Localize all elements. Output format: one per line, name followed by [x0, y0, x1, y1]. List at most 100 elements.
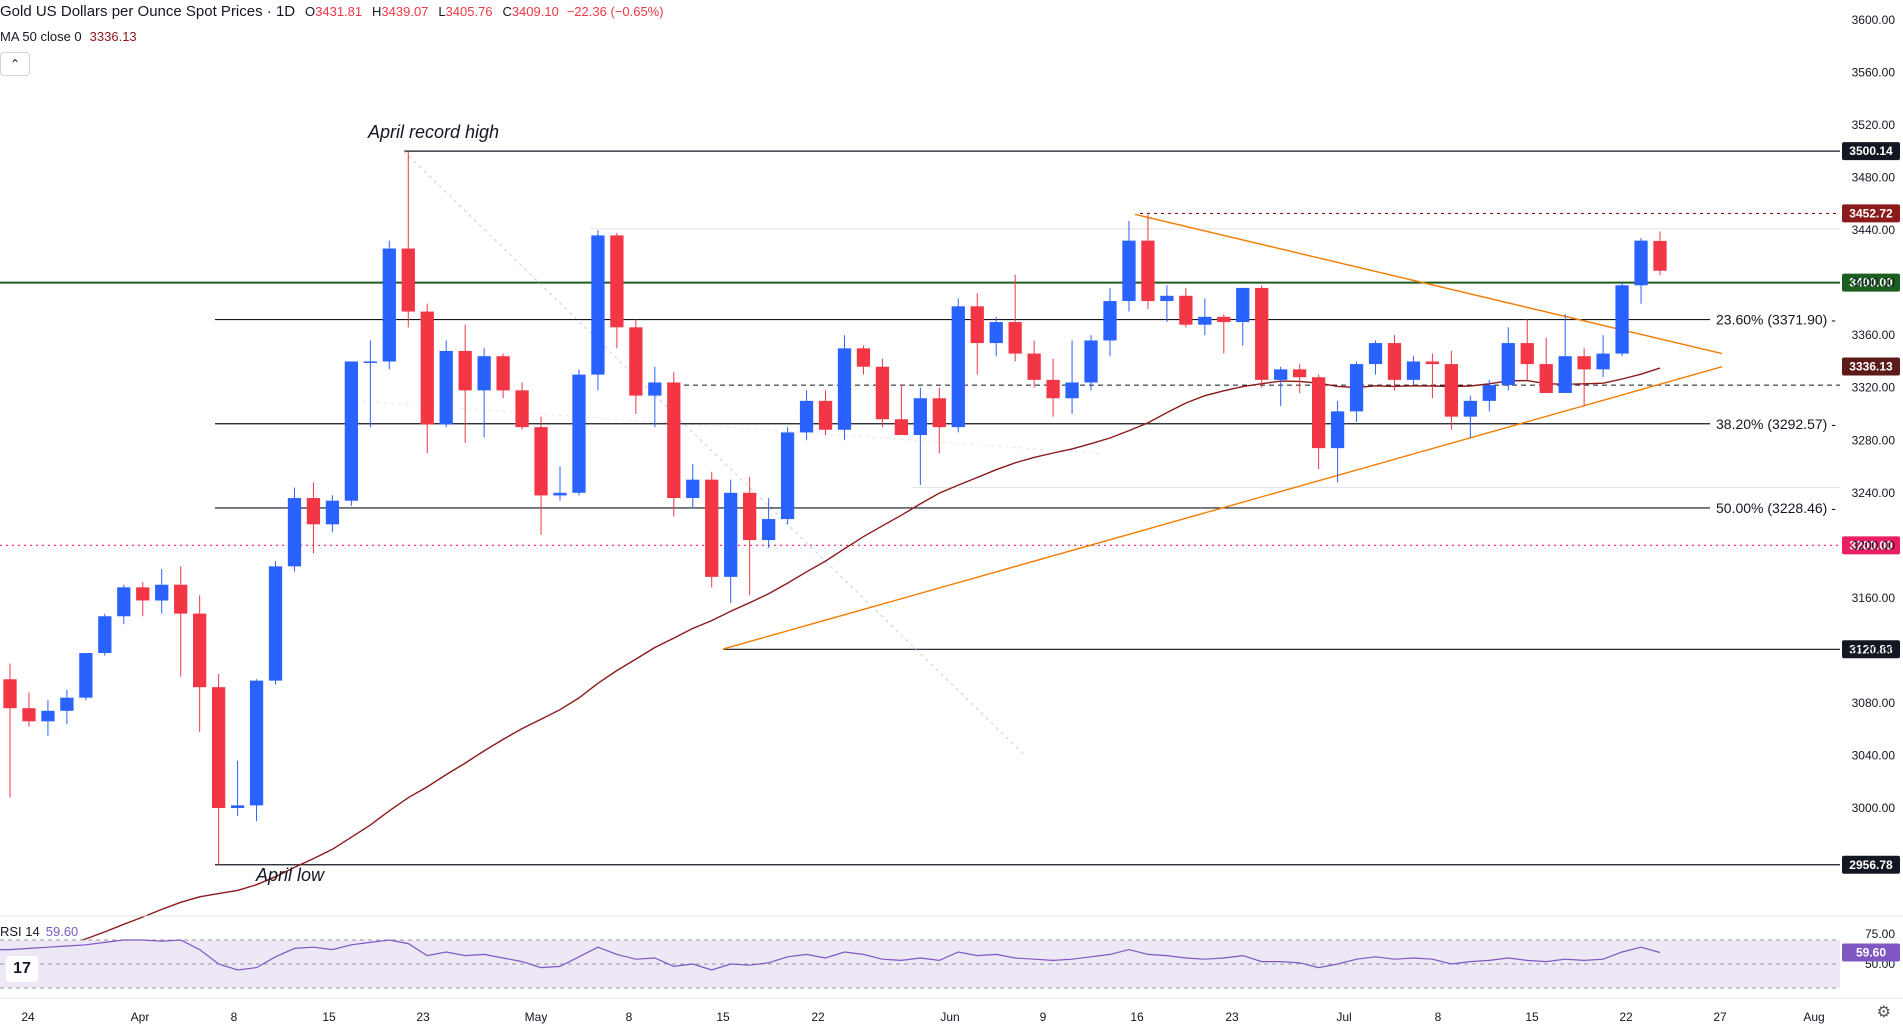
- candle-body: [22, 708, 36, 722]
- candle-body: [1293, 369, 1307, 378]
- candle-body: [1046, 379, 1060, 399]
- y-tick-label: 3560.00: [1852, 66, 1896, 80]
- close-label: C: [502, 4, 512, 19]
- ma-value: 3336.13: [89, 29, 137, 44]
- price-tag-label: 3120.83: [1849, 642, 1893, 656]
- candle-body: [1141, 240, 1155, 302]
- tradingview-logo-icon[interactable]: 17: [6, 956, 38, 982]
- y-tick-label: 3280.00: [1852, 433, 1896, 447]
- x-tick-label: 15: [1525, 1010, 1539, 1024]
- candle-body: [743, 492, 757, 541]
- rsi-legend[interactable]: RSI 14 59.60: [0, 924, 78, 939]
- y-tick-label: 3000.00: [1852, 801, 1896, 815]
- candle-body: [382, 248, 396, 362]
- price-tag: [1842, 640, 1900, 659]
- candle-body: [117, 587, 131, 617]
- open-label: O: [305, 4, 316, 19]
- candle-body: [1368, 343, 1383, 365]
- price-tag-label: 3200.00: [1849, 538, 1893, 552]
- candle-body: [818, 400, 833, 430]
- candle-body: [420, 311, 434, 425]
- symbol-title[interactable]: Gold US Dollars per Ounce Spot Prices · …: [0, 3, 296, 20]
- candle-body: [1653, 240, 1667, 271]
- candle-body: [496, 356, 510, 391]
- candle-body: [724, 492, 738, 577]
- y-tick-label: 3520.00: [1852, 118, 1896, 132]
- y-tick-label: 3440.00: [1852, 223, 1896, 237]
- open-value: 3431.81: [315, 4, 363, 19]
- y-tick-label: 3600.00: [1852, 13, 1896, 27]
- candle-body: [1463, 400, 1477, 417]
- high-value: 3439.07: [381, 4, 429, 19]
- candle-body: [458, 350, 472, 391]
- x-tick-label: 22: [1619, 1010, 1633, 1024]
- ma-label[interactable]: MA 50 close 0: [0, 29, 82, 44]
- candle-body: [193, 613, 207, 688]
- candle-body: [780, 432, 795, 520]
- candle-body: [1349, 364, 1364, 412]
- y-tick-label: 3480.00: [1852, 171, 1896, 185]
- candle-body: [856, 348, 871, 367]
- y-tick-label: 3360.00: [1852, 328, 1896, 342]
- chevron-up-icon[interactable]: ⌃: [0, 52, 30, 76]
- candle-body: [439, 350, 453, 425]
- candle-body: [211, 687, 226, 808]
- rsi-price-tag: [1842, 943, 1900, 962]
- candle-body: [363, 361, 377, 363]
- dotted-diagonal: [355, 400, 1101, 454]
- x-tick-label: 15: [322, 1010, 336, 1024]
- candle-body: [534, 427, 548, 496]
- candle-body: [401, 248, 415, 312]
- rsi-price-tag-label: 59.60: [1856, 945, 1886, 959]
- rsi-label: RSI 14: [0, 924, 40, 939]
- candle-body: [1274, 369, 1288, 380]
- x-tick-label: 15: [716, 1010, 730, 1024]
- x-tick-label: Jul: [1336, 1010, 1351, 1024]
- fib-label: 38.20% (3292.57) -: [1716, 416, 1836, 432]
- price-tag: [1842, 357, 1900, 376]
- price-tag: [1842, 855, 1900, 874]
- candle-body: [1501, 343, 1515, 386]
- candle-body: [1236, 287, 1250, 323]
- candle-body: [553, 492, 567, 496]
- candle-body: [174, 584, 188, 614]
- x-tick-label: 23: [416, 1010, 430, 1024]
- x-tick-label: 16: [1130, 1010, 1144, 1024]
- candle-body: [3, 679, 17, 709]
- x-tick-label: 8: [626, 1010, 633, 1024]
- y-tick-label: 3320.00: [1852, 381, 1896, 395]
- candle-body: [1615, 285, 1629, 354]
- candle-body: [951, 306, 965, 428]
- candle-body: [1255, 287, 1269, 380]
- x-tick-label: Apr: [131, 1010, 150, 1024]
- candle-body: [629, 327, 643, 396]
- triangle-upper-line: [1134, 213, 1723, 355]
- candle-body: [761, 519, 776, 541]
- candle-body: [287, 498, 302, 567]
- x-tick-label: 8: [1435, 1010, 1442, 1024]
- candle-body: [1311, 377, 1326, 449]
- candle-body: [1482, 385, 1496, 401]
- triangle-lower-line: [722, 366, 1723, 650]
- x-tick-label: 27: [1713, 1010, 1727, 1024]
- fib-label: 50.00% (3228.46) -: [1716, 500, 1836, 516]
- rsi-axis-label: 75.00: [1865, 927, 1895, 941]
- fib-label: 23.60% (3371.90) -: [1716, 312, 1836, 328]
- candle-body: [705, 479, 719, 577]
- candle-body: [1084, 340, 1098, 383]
- price-tag-label: 3500.14: [1849, 144, 1893, 158]
- candle-body: [249, 680, 264, 806]
- candle-body: [1027, 353, 1041, 380]
- candle-body: [1425, 361, 1440, 365]
- candle-body: [667, 382, 681, 499]
- ma50-line: [9, 367, 1661, 962]
- x-tick-label: 22: [811, 1010, 825, 1024]
- x-tick-label: 23: [1225, 1010, 1239, 1024]
- candle-body: [1122, 240, 1136, 302]
- gear-icon[interactable]: ⚙: [1876, 1004, 1891, 1021]
- dotted-diagonal: [403, 150, 1026, 756]
- candle-body: [686, 479, 700, 499]
- candle-body: [572, 374, 586, 493]
- candle-body: [1160, 295, 1174, 302]
